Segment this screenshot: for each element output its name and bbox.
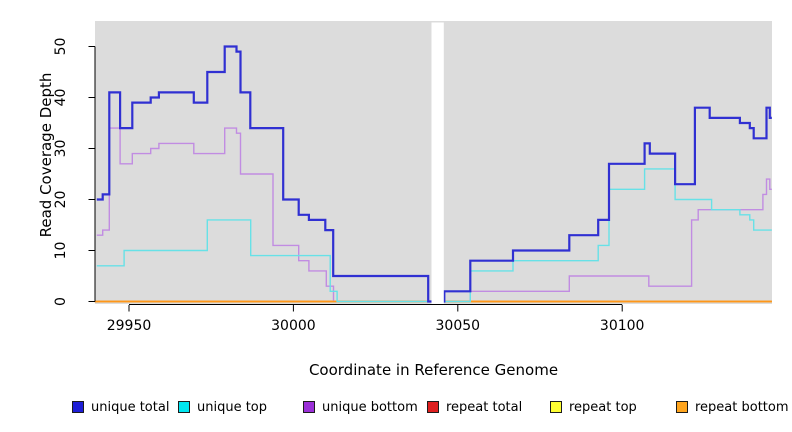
gap-band: [431, 22, 444, 304]
legend-item-repeat-bottom: repeat bottom: [676, 399, 789, 415]
legend-item-repeat-total: repeat total: [427, 399, 522, 415]
series-unique-top-line: [96, 168, 772, 303]
legend-swatch-icon: [178, 401, 190, 413]
legend-item-repeat-top: repeat top: [550, 399, 637, 415]
y-tick-label: 0: [53, 297, 69, 306]
legend-swatch-icon: [550, 401, 562, 413]
legend-swatch-icon: [676, 401, 688, 413]
y-tick-label: 40: [53, 89, 69, 107]
legend-label: unique total: [91, 399, 170, 415]
legend-swatch-icon: [427, 401, 439, 413]
legend-label: repeat bottom: [695, 399, 789, 415]
x-tick-label: 30000: [271, 318, 316, 334]
x-tick-label: 29950: [107, 318, 152, 334]
legend-item-unique-top: unique top: [178, 399, 267, 415]
legend-item-unique-bottom: unique bottom: [303, 399, 418, 415]
legend: unique total unique top unique bottom re…: [0, 399, 792, 419]
y-tick-label: 10: [53, 242, 69, 260]
legend-label: unique top: [197, 399, 268, 415]
legend-label: repeat top: [569, 399, 637, 415]
legend-swatch-icon: [72, 401, 84, 413]
y-axis-title: Read Coverage Depth: [37, 72, 55, 238]
legend-label: unique bottom: [322, 399, 418, 415]
series-unique-bottom-line: [96, 127, 772, 303]
legend-item-unique-total: unique total: [72, 399, 169, 415]
x-tick-label: 30100: [600, 318, 645, 334]
x-axis-title: Coordinate in Reference Genome: [308, 361, 559, 379]
y-tick-label: 20: [53, 191, 69, 209]
x-tick-label: 30050: [436, 318, 481, 334]
legend-swatch-icon: [303, 401, 315, 413]
series-unique-total-line: [96, 45, 772, 303]
legend-label: repeat total: [446, 399, 523, 415]
y-tick-label: 50: [53, 38, 69, 56]
y-tick-label: 30: [53, 140, 69, 158]
